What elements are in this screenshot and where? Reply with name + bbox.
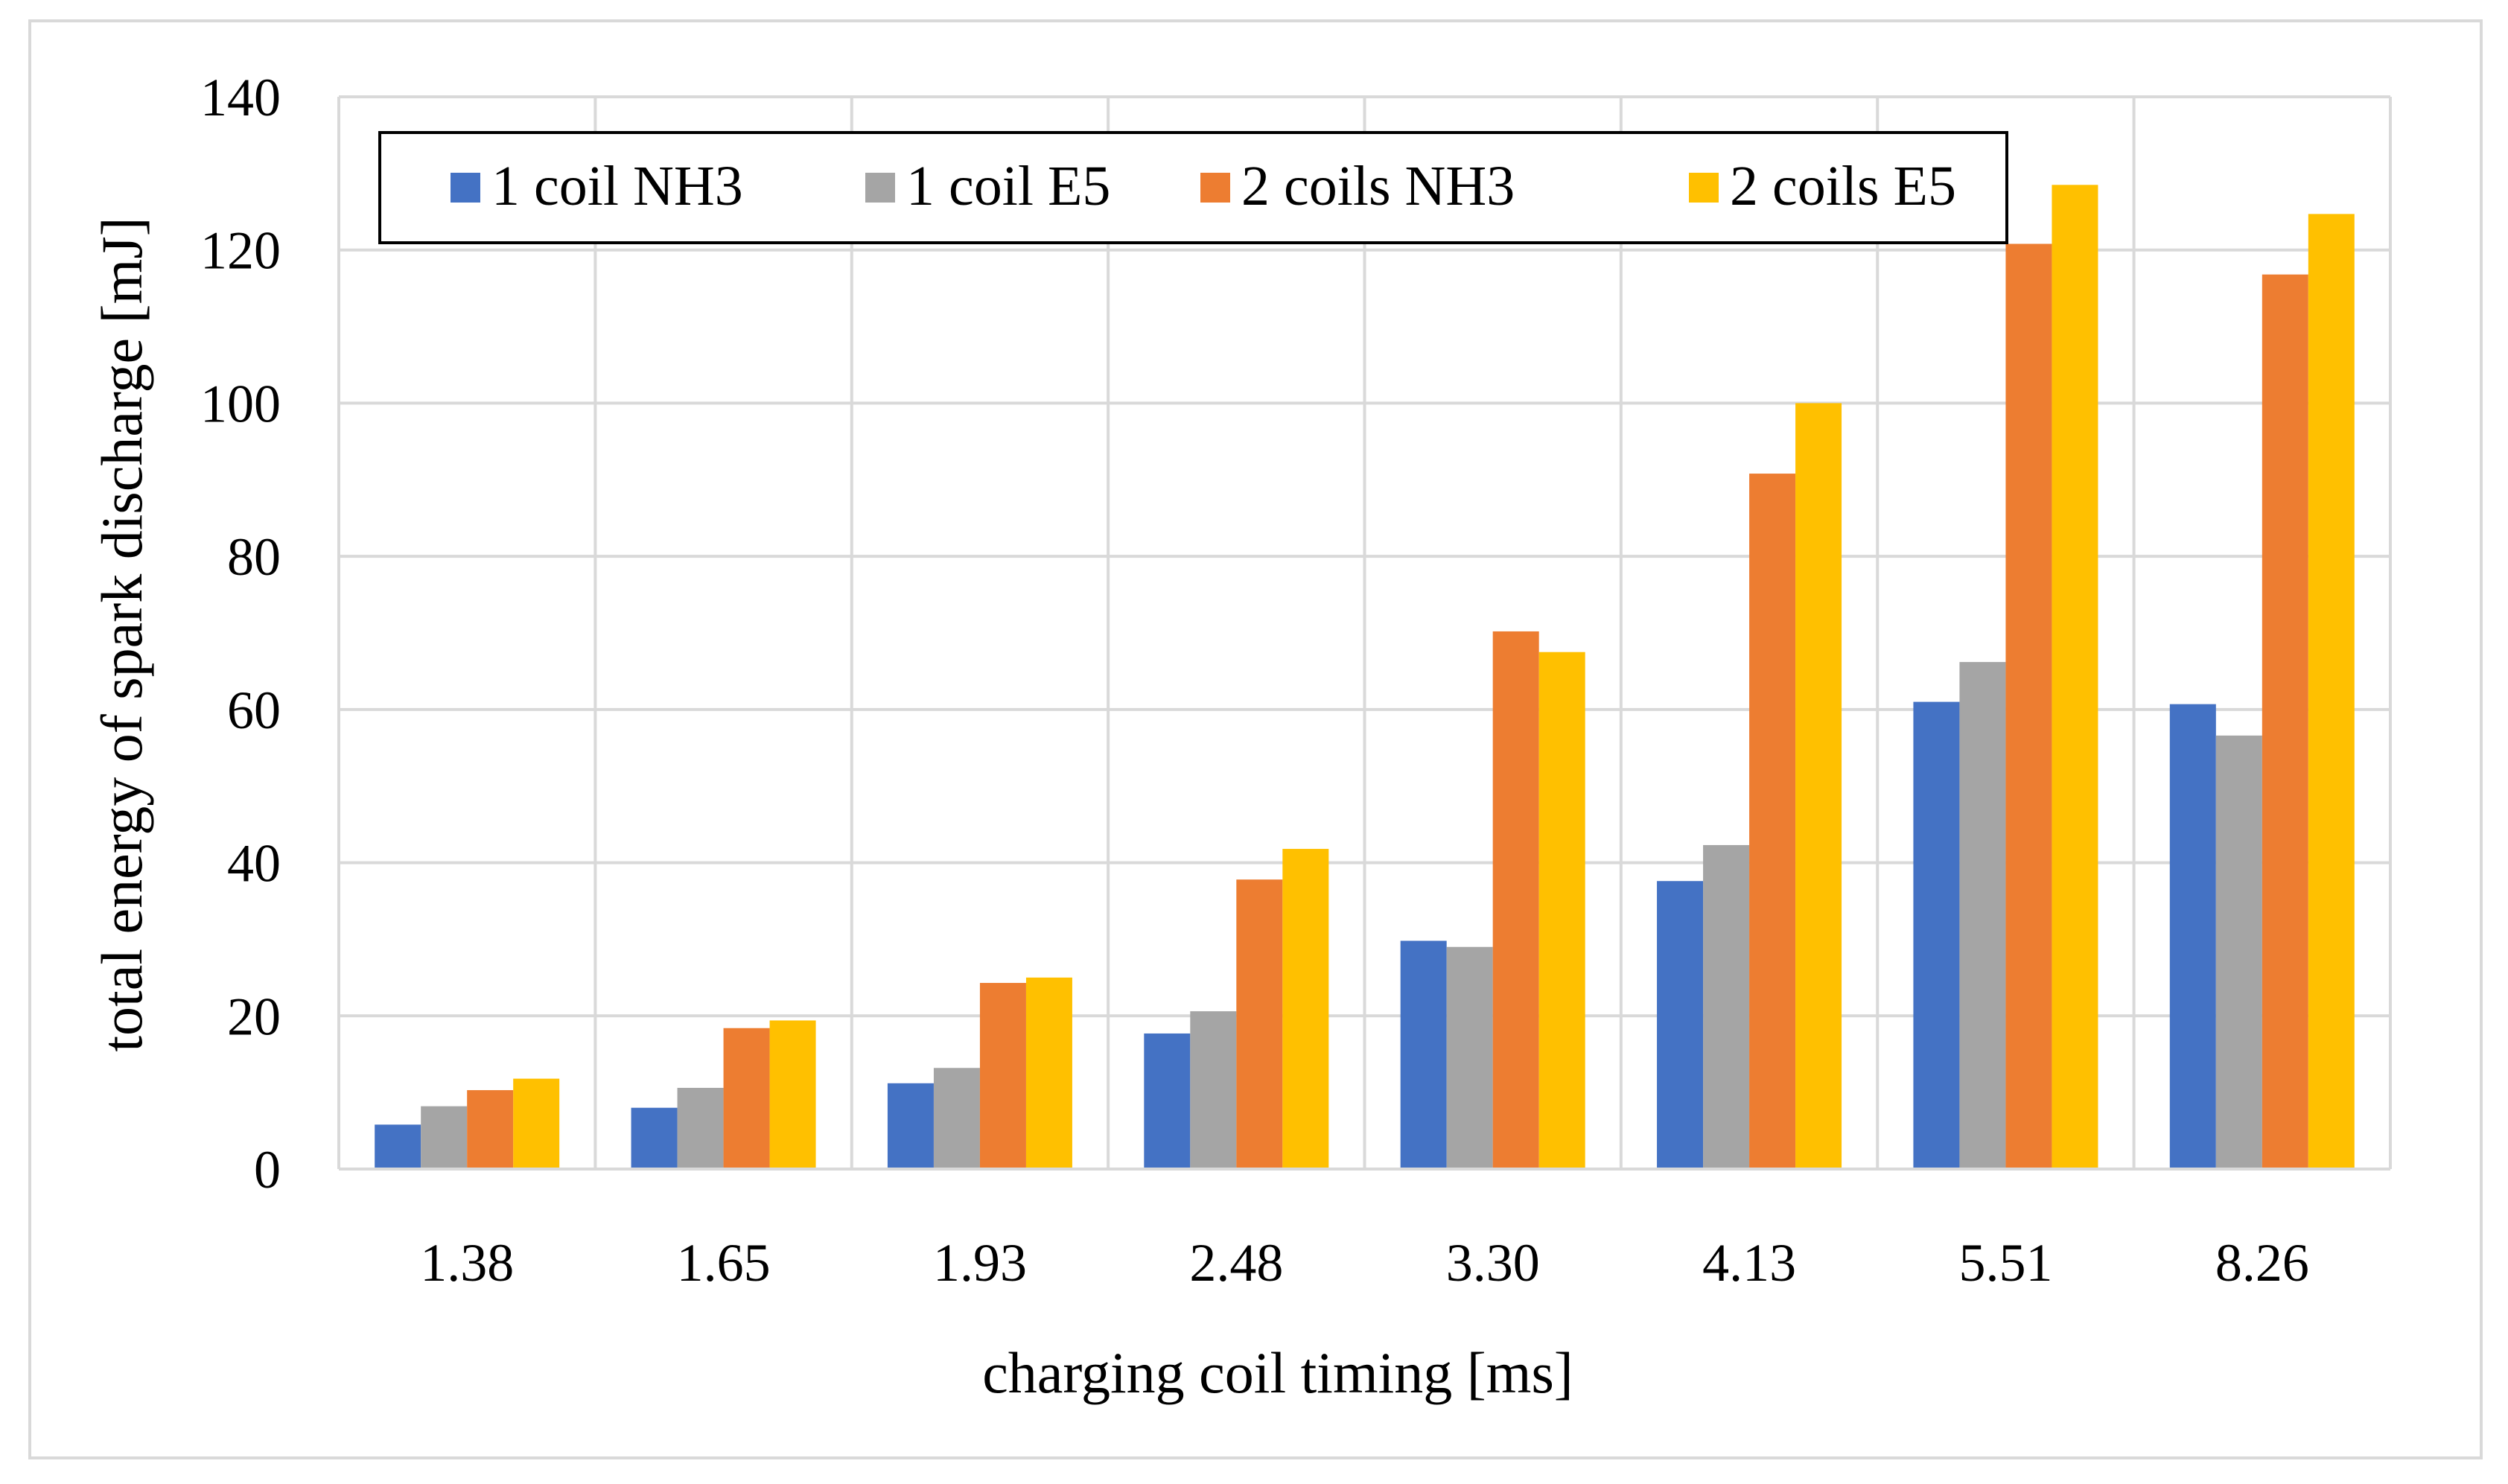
legend-box xyxy=(378,131,2008,244)
x-tick-label: 1.65 xyxy=(677,1233,771,1293)
bar-2-coils-e5-3.30 xyxy=(1538,652,1585,1169)
bar-2-coils-nh3-8.26 xyxy=(2262,274,2308,1170)
legend-label: 2 coils E5 xyxy=(1730,155,1956,217)
bar-1-coil-nh3-3.30 xyxy=(1400,940,1447,1169)
bar-2-coils-e5-1.65 xyxy=(769,1020,816,1169)
y-tick-label: 140 xyxy=(200,68,281,127)
bar-1-coil-e5-8.26 xyxy=(2215,735,2262,1169)
bar-2-coils-e5-4.13 xyxy=(1795,403,1842,1169)
bar-1-coil-e5-4.13 xyxy=(1703,844,1750,1169)
x-tick-label: 8.26 xyxy=(2215,1233,2309,1293)
legend-label: 1 coil NH3 xyxy=(491,155,743,217)
x-tick-label: 1.93 xyxy=(933,1233,1027,1293)
y-tick-label: 100 xyxy=(200,374,281,433)
x-tick-label: 3.30 xyxy=(1446,1233,1540,1293)
legend-swatch xyxy=(1200,173,1230,203)
bar-1-coil-e5-1.38 xyxy=(421,1106,468,1169)
bar-1-coil-nh3-1.38 xyxy=(375,1124,421,1169)
bar-2-coils-nh3-5.51 xyxy=(2005,243,2052,1169)
bar-1-coil-e5-1.65 xyxy=(677,1087,724,1169)
legend-swatch xyxy=(1689,173,1719,203)
bar-1-coil-nh3-1.93 xyxy=(887,1083,934,1169)
bar-1-coil-nh3-5.51 xyxy=(1913,701,1960,1169)
y-axis-title: total energy of spark discharge [mJ] xyxy=(89,217,154,1051)
y-tick-label: 80 xyxy=(227,527,281,587)
x-tick-label: 4.13 xyxy=(1702,1233,1796,1293)
y-tick-label: 20 xyxy=(227,987,281,1046)
legend: 1 coil NH3 1 coil E5 2 coils NH3 2 coils E5 xyxy=(378,131,2008,244)
bar-2-coils-nh3-3.30 xyxy=(1492,631,1539,1169)
legend-items: 1 coil NH3 1 coil E5 2 coils NH3 2 coils E5 xyxy=(451,155,1956,217)
bar-1-coil-e5-3.30 xyxy=(1446,946,1493,1169)
bars xyxy=(375,185,2355,1170)
y-tick-labels: 0 20 40 60 80 100 120 140 xyxy=(200,68,281,1200)
bar-1-coil-e5-5.51 xyxy=(1959,662,2006,1169)
x-tick-label: 2.48 xyxy=(1189,1233,1283,1293)
x-axis-title: charging coil timing [ms] xyxy=(982,1340,1573,1405)
bar-2-coils-nh3-4.13 xyxy=(1749,474,1796,1169)
x-tick-labels: 1.38 1.65 1.93 2.48 3.30 4.13 5.51 8.26 xyxy=(420,1233,2309,1293)
bar-2-coils-e5-1.93 xyxy=(1025,977,1072,1169)
bar-2-coils-nh3-1.65 xyxy=(723,1028,770,1169)
bar-2-coils-e5-2.48 xyxy=(1282,849,1329,1169)
bar-2-coils-e5-5.51 xyxy=(2052,185,2098,1169)
bar-2-coils-nh3-2.48 xyxy=(1236,879,1283,1169)
bar-1-coil-nh3-1.65 xyxy=(631,1107,678,1169)
bar-2-coils-e5-8.26 xyxy=(2308,214,2355,1169)
x-tick-label: 1.38 xyxy=(420,1233,514,1293)
bar-1-coil-e5-1.93 xyxy=(933,1068,980,1169)
y-tick-label: 60 xyxy=(227,681,281,740)
bar-1-coil-e5-2.48 xyxy=(1190,1011,1237,1169)
bar-1-coil-nh3-4.13 xyxy=(1657,881,1704,1169)
legend-swatch xyxy=(865,173,895,203)
bar-2-coils-nh3-1.38 xyxy=(467,1090,514,1169)
bar-1-coil-nh3-2.48 xyxy=(1144,1033,1191,1169)
bar-2-coils-e5-1.38 xyxy=(513,1078,560,1169)
y-tick-label: 0 xyxy=(254,1140,281,1200)
y-tick-label: 40 xyxy=(227,834,281,894)
legend-label: 1 coil E5 xyxy=(906,155,1110,217)
y-tick-label: 120 xyxy=(200,221,281,281)
legend-swatch xyxy=(451,173,480,203)
bar-2-coils-nh3-1.93 xyxy=(979,983,1026,1169)
bar-1-coil-nh3-8.26 xyxy=(2169,704,2216,1169)
legend-label: 2 coils NH3 xyxy=(1241,155,1515,217)
x-tick-label: 5.51 xyxy=(1958,1233,2052,1293)
